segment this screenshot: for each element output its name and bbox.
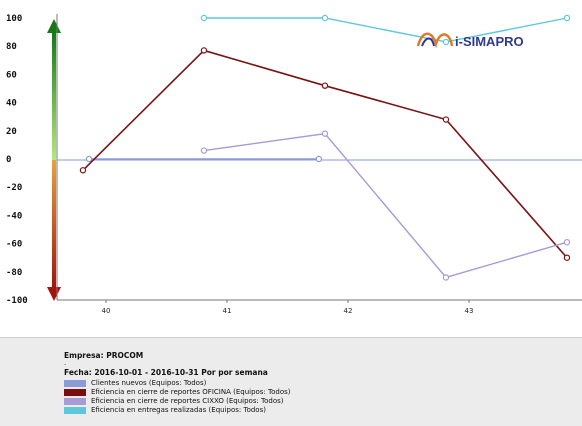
logo-icon-accent <box>421 37 435 47</box>
legend-item: Clientes nuevos (Equipos: Todos) <box>64 379 291 387</box>
separator-dot: . <box>64 359 67 367</box>
y-tick-label: 80 <box>6 42 17 52</box>
data-point <box>85 155 93 163</box>
legend-swatch <box>64 397 86 405</box>
legend-item: Eficiencia en entregas realizadas (Equip… <box>64 406 291 414</box>
legend-swatch <box>64 379 86 387</box>
legend-item: Eficiencia en cierre de reportes CIXXO (… <box>64 397 291 405</box>
legend: Clientes nuevos (Equipos: Todos) Eficienc… <box>64 379 291 415</box>
y-tick-label: 40 <box>6 99 17 109</box>
data-point <box>321 14 329 22</box>
data-point <box>563 14 571 22</box>
data-point <box>315 155 323 163</box>
data-point <box>200 147 208 154</box>
data-point <box>79 167 87 174</box>
negative-indicator-bar <box>52 160 56 288</box>
y-tick-label: 20 <box>6 127 17 137</box>
logo-text: i-SIMAPRO <box>455 34 524 49</box>
plot-background <box>0 0 582 337</box>
legend-label: Eficiencia en entregas realizadas (Equip… <box>91 406 266 414</box>
x-tick-label: 42 <box>344 307 353 315</box>
y-tick-label: -60 <box>6 240 22 250</box>
date-range-label: Fecha: 2016-10-01 - 2016-10-31 Por por s… <box>64 368 268 377</box>
y-tick-label: -100 <box>6 296 28 306</box>
data-point <box>563 238 571 246</box>
y-tick-label: -20 <box>6 183 22 193</box>
report-footer: Empresa: PROCOM . Fecha: 2016-10-01 - 20… <box>0 337 582 426</box>
data-point <box>442 116 450 123</box>
data-point <box>321 130 329 137</box>
series-line-3 <box>203 132 568 279</box>
y-tick-label: 0 <box>6 155 11 165</box>
legend-swatch <box>64 406 86 414</box>
y-tick-label: -80 <box>6 268 22 278</box>
data-point <box>442 274 450 281</box>
data-point <box>321 82 329 89</box>
data-point <box>563 254 571 261</box>
logo-icon <box>416 32 454 49</box>
legend-label: Clientes nuevos (Equipos: Todos) <box>91 379 207 387</box>
x-tick-label: 41 <box>223 307 232 315</box>
data-point <box>442 38 450 46</box>
company-label: Empresa: PROCOM <box>64 351 144 360</box>
y-tick-label: 60 <box>6 70 17 80</box>
legend-label: Eficiencia en cierre de reportes CIXXO (… <box>91 397 284 405</box>
legend-item: Eficiencia en cierre de reportes OFICINA… <box>64 388 291 396</box>
logo: i-SIMAPRO <box>416 32 524 49</box>
x-tick-label: 43 <box>465 307 474 315</box>
line-chart: 100 80 60 40 20 0 -20 -40 -60 -80 -100 40 41 42 43 i-… <box>0 0 582 337</box>
y-tick-label: -40 <box>6 211 22 221</box>
x-tick-label: 40 <box>102 307 111 315</box>
legend-swatch <box>64 388 86 396</box>
legend-label: Eficiencia en cierre de reportes OFICINA… <box>91 388 291 396</box>
positive-indicator-bar <box>52 32 56 160</box>
series-line-4 <box>203 17 568 43</box>
data-point <box>200 47 208 54</box>
y-tick-label: 100 <box>6 14 22 24</box>
data-point <box>200 14 208 22</box>
